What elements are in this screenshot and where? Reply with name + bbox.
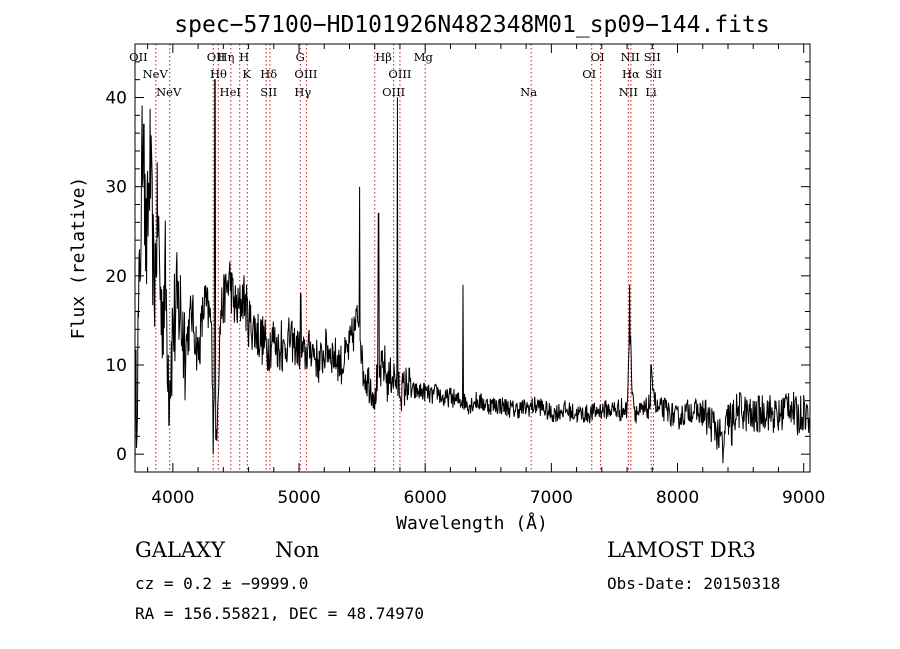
emission-line-label: Hβ <box>375 50 392 64</box>
x-tick-label: 4000 <box>151 488 194 508</box>
emission-line-label: OIII <box>382 85 405 99</box>
x-axis-label: Wavelength (Å) <box>396 512 548 534</box>
spectrum-series <box>134 79 811 470</box>
emission-line-label: Li <box>645 85 657 99</box>
observation-date: Obs-Date: 20150318 <box>607 574 781 593</box>
emission-line-label: NII <box>621 50 640 64</box>
y-tick-label: 20 <box>105 267 127 287</box>
emission-line-label: OI <box>582 67 596 81</box>
y-tick-label: 0 <box>116 445 127 465</box>
y-axis-ticks: 0 10 20 30 40 <box>105 61 810 465</box>
y-tick-label: 10 <box>105 356 127 376</box>
spectrum-chart: spec−57100−HD101926N482348M01_sp09−144.f… <box>68 12 825 534</box>
emission-line-label: SII <box>644 50 661 64</box>
emission-line-label: SII <box>260 85 277 99</box>
x-tick-label: 5000 <box>277 488 320 508</box>
emission-line-label: SII <box>645 67 662 81</box>
y-axis-label: Flux (relative) <box>68 177 89 340</box>
spectrum-line <box>134 79 811 470</box>
emission-line-label: NeV <box>143 67 169 81</box>
emission-line-label: Mg <box>414 50 434 64</box>
emission-line-markers <box>155 44 655 472</box>
emission-line-label: OII <box>129 50 148 64</box>
emission-line-label: H <box>239 50 249 64</box>
emission-line-label: OII <box>207 50 226 64</box>
survey-name: LAMOST DR3 <box>607 538 756 562</box>
object-subclass: Non <box>275 538 320 562</box>
x-axis-ticks: 4000 5000 6000 7000 8000 9000 <box>147 44 825 508</box>
emission-line-label: Hδ <box>260 67 277 81</box>
chart-title: spec−57100−HD101926N482348M01_sp09−144.f… <box>174 12 769 38</box>
emission-line-label: K <box>242 67 251 81</box>
coordinates: RA = 156.55821, DEC = 48.74970 <box>135 604 424 623</box>
emission-line-label: NII <box>619 85 638 99</box>
emission-line-label: G <box>296 50 305 64</box>
x-tick-label: 6000 <box>404 488 447 508</box>
emission-line-label: Na <box>520 85 537 99</box>
emission-line-label: OIII <box>388 67 411 81</box>
emission-line-label: Hθ <box>210 67 227 81</box>
emission-line-label: Hγ <box>294 85 311 99</box>
emission-line-label: NeV <box>156 85 182 99</box>
y-tick-label: 40 <box>105 89 127 109</box>
emission-line-label: Hη <box>218 50 235 64</box>
x-tick-label: 8000 <box>656 488 699 508</box>
emission-line-label: Hα <box>622 67 640 81</box>
object-class: GALAXY <box>135 538 225 562</box>
emission-line-label: OI <box>591 50 605 64</box>
emission-line-label: OIII <box>294 67 317 81</box>
x-tick-label: 7000 <box>530 488 573 508</box>
redshift-cz: cz = 0.2 ± −9999.0 <box>135 574 309 593</box>
x-tick-label: 9000 <box>782 488 825 508</box>
y-tick-label: 30 <box>105 178 127 198</box>
emission-line-label: HeI <box>220 85 241 99</box>
